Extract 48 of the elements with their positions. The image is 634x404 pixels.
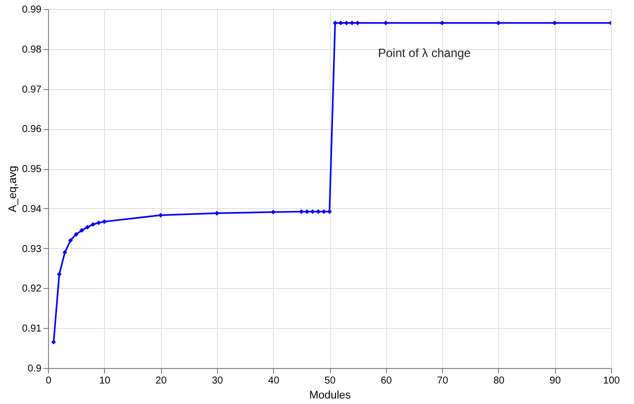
point <box>327 209 332 214</box>
point <box>79 228 84 233</box>
point <box>304 209 310 214</box>
annotation: Point of λ change <box>378 46 472 60</box>
point <box>355 20 360 26</box>
x-tick-label: 60 <box>380 376 392 386</box>
y-tick-label: 0.91 <box>22 324 42 335</box>
point <box>85 224 90 230</box>
point <box>56 272 62 277</box>
point <box>158 212 163 218</box>
y-tick-label: 0.97 <box>22 84 42 96</box>
y-tick-label: 0.94 <box>22 204 42 215</box>
x-tick-label: 40 <box>268 376 280 386</box>
point <box>51 340 56 344</box>
point <box>440 20 444 26</box>
point <box>74 232 78 237</box>
x-axis-title: Modules <box>309 390 352 402</box>
point <box>496 20 501 26</box>
point <box>350 20 354 26</box>
y-tick-label: 0.92 <box>22 284 42 295</box>
point <box>310 209 315 214</box>
point <box>316 209 321 214</box>
point <box>332 20 338 26</box>
point <box>96 220 102 226</box>
x-tick-label: 50 <box>324 376 336 386</box>
point <box>299 209 304 214</box>
point <box>322 209 326 214</box>
y-tick-label: 0.99 <box>22 4 42 16</box>
point <box>102 219 107 224</box>
y-tick-label: 0.93 <box>22 244 42 255</box>
y-tick-label: 0.96 <box>22 124 42 136</box>
x-tick-label: 30 <box>212 376 224 386</box>
point <box>68 238 73 243</box>
x-tick-label: 20 <box>156 376 168 386</box>
y-tick-label: 0.98 <box>22 44 42 56</box>
y-tick-label: 0.9 <box>28 364 42 374</box>
x-tick-label: 100 <box>603 376 620 386</box>
y-tick-label: 0.95 <box>22 164 42 176</box>
x-tick-label: 70 <box>437 376 449 386</box>
x-tick-label: 90 <box>550 376 562 386</box>
point <box>90 222 96 227</box>
point <box>214 210 220 216</box>
y-axis-title: A_eq,avg <box>7 166 20 212</box>
x-tick-label: 80 <box>493 376 505 386</box>
x-tick-label: 0 <box>46 376 52 386</box>
x-tick-label: 10 <box>99 376 111 386</box>
point <box>62 250 68 255</box>
point <box>344 20 349 26</box>
